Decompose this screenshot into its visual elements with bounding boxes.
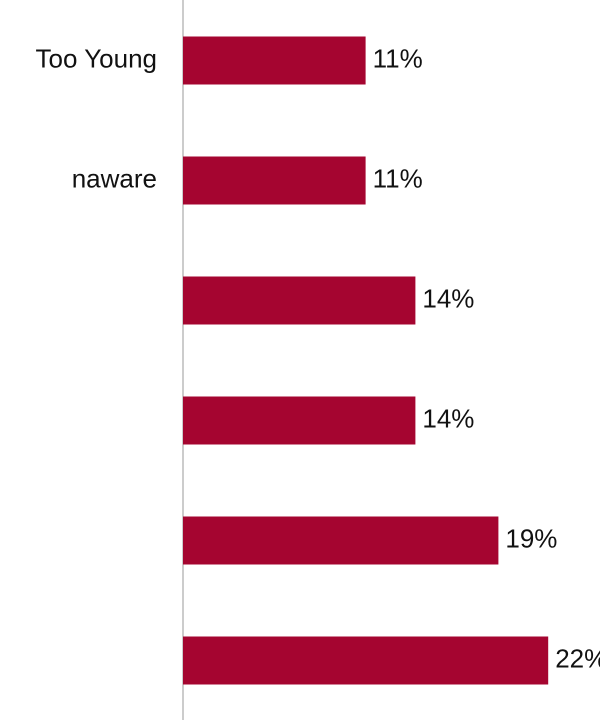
- bar: [183, 156, 366, 205]
- category-label: naware: [72, 163, 157, 193]
- value-label: 19%: [505, 523, 557, 553]
- value-label: 14%: [422, 283, 474, 313]
- category-label: Too Young: [36, 43, 157, 73]
- value-label: 22%: [555, 643, 600, 673]
- value-label: 11%: [373, 163, 423, 193]
- bar: [183, 396, 416, 445]
- bar: [183, 516, 499, 565]
- bar: [183, 636, 549, 685]
- value-label: 14%: [422, 403, 474, 433]
- value-label: 11%: [373, 43, 423, 73]
- bar: [183, 276, 416, 325]
- bar: [183, 36, 366, 85]
